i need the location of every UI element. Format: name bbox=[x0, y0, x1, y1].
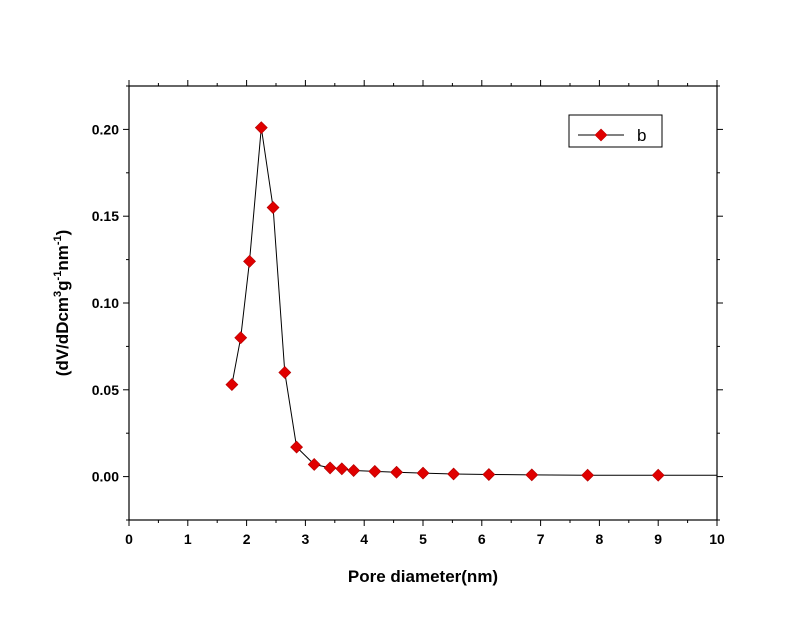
data-point bbox=[278, 366, 292, 379]
y-axis-title-sup: -1 bbox=[52, 235, 64, 245]
data-point bbox=[368, 464, 382, 478]
series-markers bbox=[225, 121, 665, 482]
x-tick-label: 2 bbox=[243, 531, 251, 547]
data-point bbox=[447, 467, 461, 481]
data-point bbox=[254, 121, 268, 135]
data-point bbox=[581, 468, 595, 482]
data-point bbox=[266, 201, 280, 214]
y-tick-label: 0.00 bbox=[92, 469, 119, 485]
x-tick-label: 10 bbox=[709, 531, 725, 547]
data-point bbox=[225, 378, 239, 392]
data-point bbox=[323, 461, 337, 475]
y-axis-title: (dV/dDcm3g-1nm-1) bbox=[52, 230, 72, 377]
data-point bbox=[234, 331, 248, 345]
x-tick-label: 8 bbox=[596, 531, 604, 547]
legend: b bbox=[568, 114, 663, 148]
x-tick-labels: 0 1 2 3 4 5 6 7 8 9 10 bbox=[125, 531, 725, 547]
data-point bbox=[390, 465, 403, 479]
x-tick-label: 3 bbox=[302, 531, 310, 547]
plot-frame bbox=[128, 85, 718, 521]
y-axis-title-part: g bbox=[53, 280, 72, 290]
data-point bbox=[243, 254, 256, 268]
x-axis-title: Pore diameter(nm) bbox=[348, 567, 498, 586]
data-point bbox=[347, 464, 361, 477]
x-tick-label: 9 bbox=[654, 531, 662, 547]
axis-ticks bbox=[123, 80, 723, 526]
legend-marker bbox=[594, 128, 608, 142]
data-point bbox=[525, 468, 539, 482]
x-tick-label: 4 bbox=[360, 531, 368, 547]
y-tick-label: 0.10 bbox=[92, 295, 119, 311]
data-point bbox=[290, 440, 304, 454]
y-tick-label: 0.05 bbox=[92, 382, 119, 398]
x-tick-label: 7 bbox=[537, 531, 545, 547]
y-axis-title-sup: 3 bbox=[52, 291, 64, 297]
data-point bbox=[651, 468, 665, 482]
y-axis-title-part: nm bbox=[53, 245, 72, 271]
x-tick-label: 1 bbox=[184, 531, 192, 547]
x-tick-label: 0 bbox=[125, 531, 133, 547]
y-axis-title-sup: -1 bbox=[52, 271, 64, 281]
x-tick-label: 6 bbox=[478, 531, 486, 547]
y-tick-label: 0.15 bbox=[92, 208, 119, 224]
y-tick-labels: 0.00 0.05 0.10 0.15 0.20 bbox=[92, 121, 119, 484]
x-tick-label: 5 bbox=[419, 531, 427, 547]
legend-box bbox=[568, 114, 663, 148]
legend-label: b bbox=[637, 126, 646, 145]
data-point bbox=[482, 468, 496, 481]
series-line bbox=[231, 127, 717, 476]
data-point bbox=[307, 458, 321, 471]
y-axis-title-part: ) bbox=[53, 230, 72, 236]
y-axis-title-part: (dV/dDcm bbox=[53, 297, 72, 376]
y-tick-label: 0.20 bbox=[92, 121, 119, 137]
data-point bbox=[416, 466, 430, 480]
data-point bbox=[335, 462, 349, 476]
